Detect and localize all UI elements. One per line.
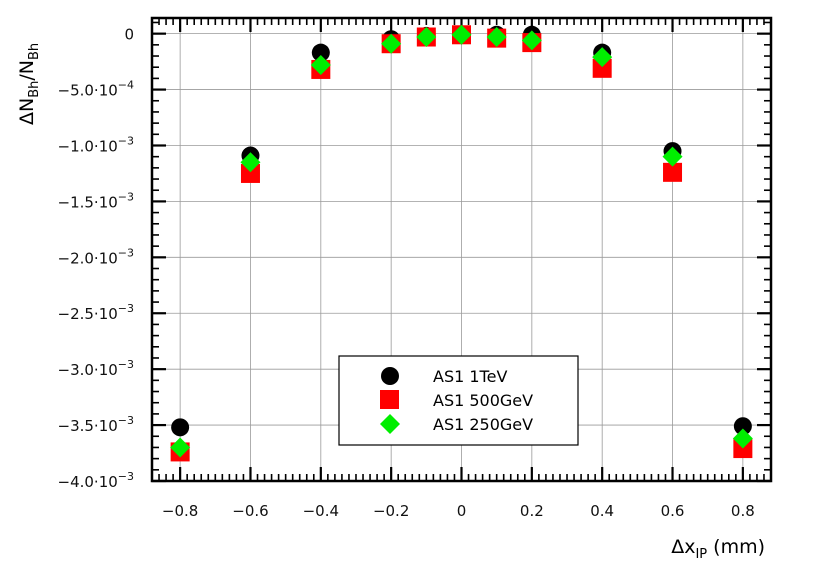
data-point-diamond: [732, 428, 753, 449]
data-point-square: [733, 439, 753, 459]
legend-marker-250gev: [380, 414, 400, 434]
data-point-diamond: [310, 54, 331, 75]
y-tick-mantissa: −5.0·10: [58, 82, 118, 100]
data-point-diamond: [521, 30, 542, 51]
y-axis-title-main: ΔN: [16, 98, 38, 125]
data-point-diamond: [240, 152, 261, 173]
legend-marker-500gev: [380, 390, 399, 409]
y-tick-exponent: −3: [118, 302, 134, 315]
data-point-square: [663, 162, 683, 182]
x-tick-label: −0.8: [162, 502, 198, 520]
y-tick-mantissa: −4.0·10: [58, 473, 118, 491]
y-tick-mantissa: 0: [124, 26, 134, 44]
y-tick-mantissa: −1.5·10: [58, 193, 118, 211]
data-point-diamond: [170, 437, 191, 458]
data-point-circle: [733, 417, 752, 436]
y-axis-title-div: /N: [16, 60, 38, 81]
x-axis-title-main: Δx: [671, 536, 695, 558]
plot-frame: [150, 16, 773, 483]
x-tick-label: 0: [457, 502, 467, 520]
data-point-diamond: [662, 146, 683, 167]
y-tick-label: −5.0·10−4: [58, 79, 135, 100]
y-tick-mantissa: −2.0·10: [58, 249, 118, 267]
data-point-diamond: [381, 33, 402, 54]
data-point-circle: [311, 43, 330, 62]
data-point-diamond: [486, 27, 507, 48]
data-point-diamond: [592, 47, 613, 68]
y-axis-title-sub2: Bh: [27, 43, 42, 60]
x-tick-label: 0.8: [731, 502, 755, 520]
y-tick-label: −3.5·10−3: [58, 414, 135, 435]
y-tick-label: −1.0·10−3: [58, 134, 135, 155]
y-tick-mantissa: −2.5·10: [58, 305, 118, 323]
series-diamond: [170, 24, 753, 458]
y-tick-exponent: −3: [118, 358, 134, 371]
x-axis-title: ΔxIP (mm): [671, 536, 765, 562]
x-tick-label: 0.2: [520, 502, 544, 520]
data-point-diamond: [416, 27, 437, 48]
x-tick-label: −0.4: [303, 502, 339, 520]
legend: AS1 1TeV AS1 500GeV AS1 250GeV: [338, 355, 579, 446]
y-tick-label: 0: [124, 26, 134, 44]
data-points: [170, 24, 753, 462]
legend-box: [338, 355, 579, 446]
tick-labels: −0.8 −0.6 −0.4 −0.2 0 0.2 0.4 0.6 0.80−5.0·10−4−…: [58, 26, 755, 520]
y-tick-label: −4.0·10−3: [58, 470, 135, 491]
y-tick-mantissa: −3.0·10: [58, 361, 118, 379]
y-tick-label: −3.0·10−3: [58, 358, 135, 379]
y-tick-mantissa: −1.0·10: [58, 137, 118, 155]
data-point-circle: [171, 418, 190, 437]
legend-label-500gev: AS1 500GeV: [433, 391, 533, 410]
y-tick-label: −1.5·10−3: [58, 190, 135, 211]
y-tick-exponent: −3: [118, 414, 134, 427]
data-point-square: [592, 58, 612, 78]
y-tick-exponent: −3: [118, 246, 134, 259]
x-tick-label: −0.2: [373, 502, 409, 520]
y-axis-title: ΔNBh/NBh: [16, 43, 42, 125]
data-point-square: [240, 163, 260, 183]
y-tick-exponent: −3: [118, 470, 134, 483]
x-tick-label: 0.6: [661, 502, 685, 520]
y-tick-exponent: −3: [118, 134, 134, 147]
y-tick-exponent: −3: [118, 190, 134, 203]
y-tick-mantissa: −3.5·10: [58, 417, 118, 435]
x-tick-label: −0.6: [232, 502, 268, 520]
y-axis-title-sub: Bh: [27, 81, 42, 98]
legend-label-1tev: AS1 1TeV: [433, 367, 507, 386]
x-axis-title-sub: IP: [695, 547, 707, 562]
y-tick-exponent: −4: [118, 79, 134, 92]
legend-label-250gev: AS1 250GeV: [433, 415, 533, 434]
x-axis-title-unit: (mm): [713, 536, 765, 558]
y-tick-label: −2.0·10−3: [58, 246, 135, 267]
legend-marker-1tev: [381, 367, 399, 385]
y-tick-label: −2.5·10−3: [58, 302, 135, 323]
data-point-diamond: [451, 24, 472, 45]
x-tick-label: 0.4: [590, 502, 614, 520]
